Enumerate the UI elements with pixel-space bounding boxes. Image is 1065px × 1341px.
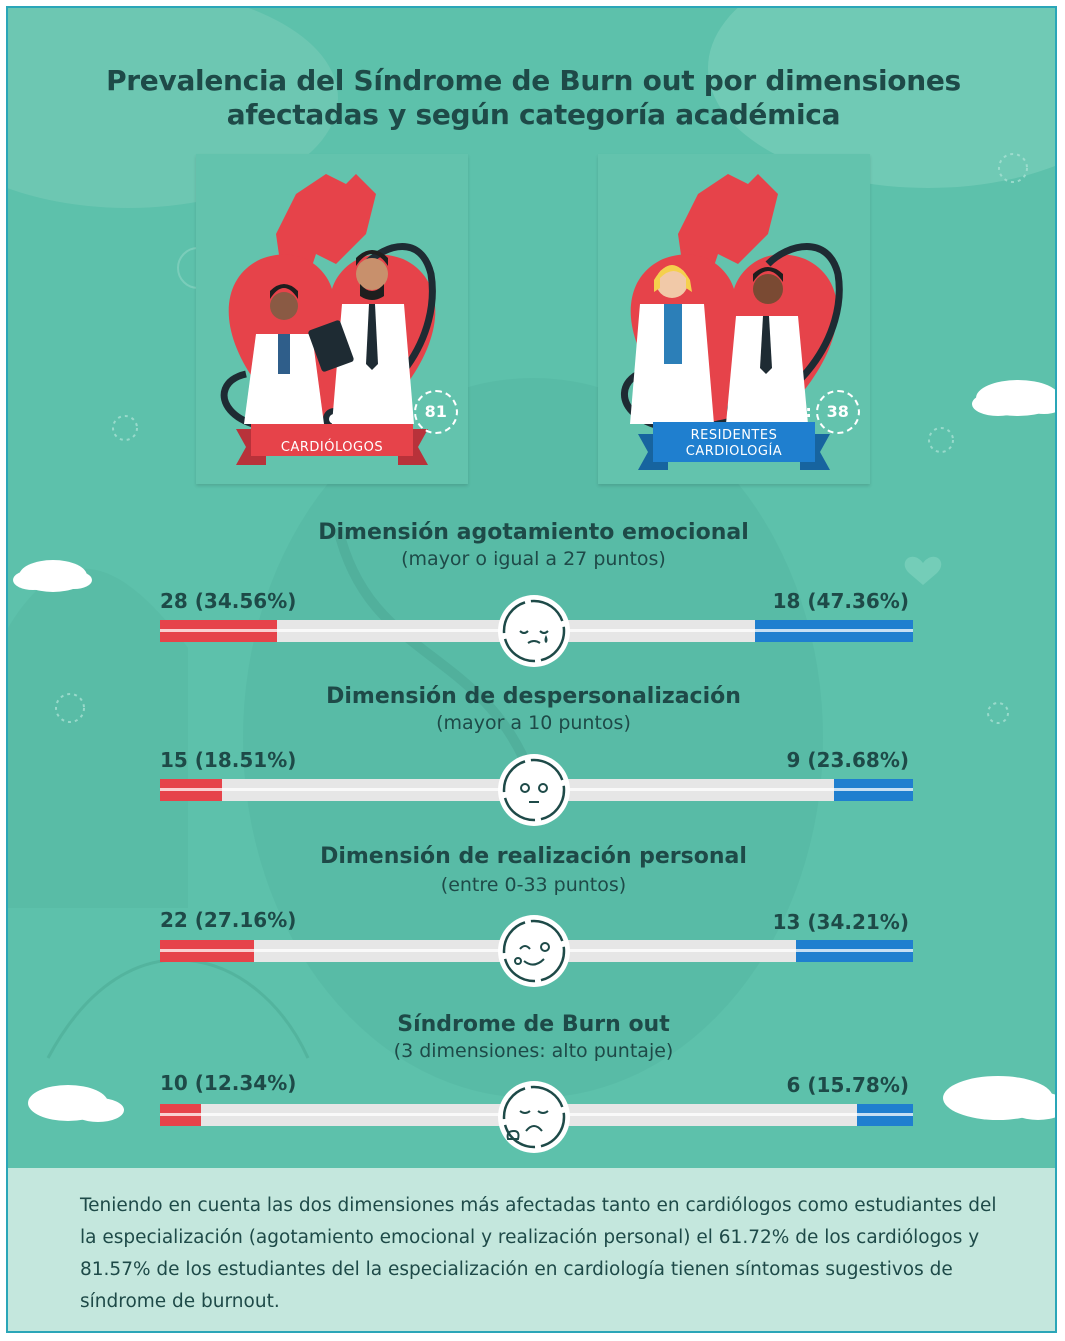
dimension-title: Dimensión de realización personal [320,844,747,869]
residents-value: 13 (34.21%) [772,910,909,934]
dimension-title: Síndrome de Burn out [397,1012,670,1037]
sample-size-badge: n: 38 [794,390,860,434]
cloud-icon [13,560,92,592]
dimension-subtitle: (mayor o igual a 27 puntos) [401,548,666,570]
page-title: Prevalencia del Síndrome de Burn out por… [106,64,961,131]
footer-background [8,1168,1055,1331]
summary-paragraph: Teniendo en cuenta las dos dimensiones m… [80,1195,997,1312]
sparkle-icon [55,153,1028,724]
dimension-subtitle: (3 dimensiones: alto puntaje) [393,1040,674,1062]
cardiologists-value: 28 (34.56%) [160,589,297,613]
n-label: n: [392,402,410,421]
cardiologists-value: 10 (12.34%) [160,1071,297,1095]
dizzy-face-icon [496,913,572,989]
neutral-face-icon [496,752,572,828]
cloud-icon [943,1076,1055,1120]
cardiologists-value: 15 (18.51%) [160,748,297,772]
n-label: n: [794,402,812,421]
residents-value: 18 (47.36%) [772,589,909,613]
cardiologists-card: CARDIÓLOGOS n: 81 [196,154,468,484]
crying-face-icon [496,593,572,669]
residents-card: RESIDENTES CARDIOLOGÍA n: 38 [598,154,870,484]
dimension-title: Dimensión de despersonalización [326,684,741,709]
residents-illustration [621,174,843,470]
dimension-title: Dimensión agotamiento emocional [318,520,749,545]
background-decoration [8,8,1055,1122]
group-label: CARDIÓLOGOS [280,440,384,455]
sample-size-badge: n: 81 [392,390,458,434]
cardiologists-illustration [220,174,436,465]
sample-size-value: 81 [413,390,458,434]
sad-face-icon [496,1079,572,1155]
residents-value: 9 (23.68%) [786,748,909,772]
infographic-frame: Prevalencia del Síndrome de Burn out por… [6,6,1057,1333]
cloud-icon [972,380,1055,416]
dimension-subtitle: (mayor a 10 puntos) [436,712,631,734]
group-label-line-1: RESIDENTES [690,428,778,443]
cloud-icon [28,1085,124,1122]
group-label-line-2: CARDIOLOGÍA [685,444,783,459]
sample-size-value: 38 [815,390,860,434]
dimension-subtitle: (entre 0-33 puntos) [440,874,627,896]
residents-value: 6 (15.78%) [786,1073,909,1097]
cardiologists-value: 22 (27.16%) [160,908,297,932]
